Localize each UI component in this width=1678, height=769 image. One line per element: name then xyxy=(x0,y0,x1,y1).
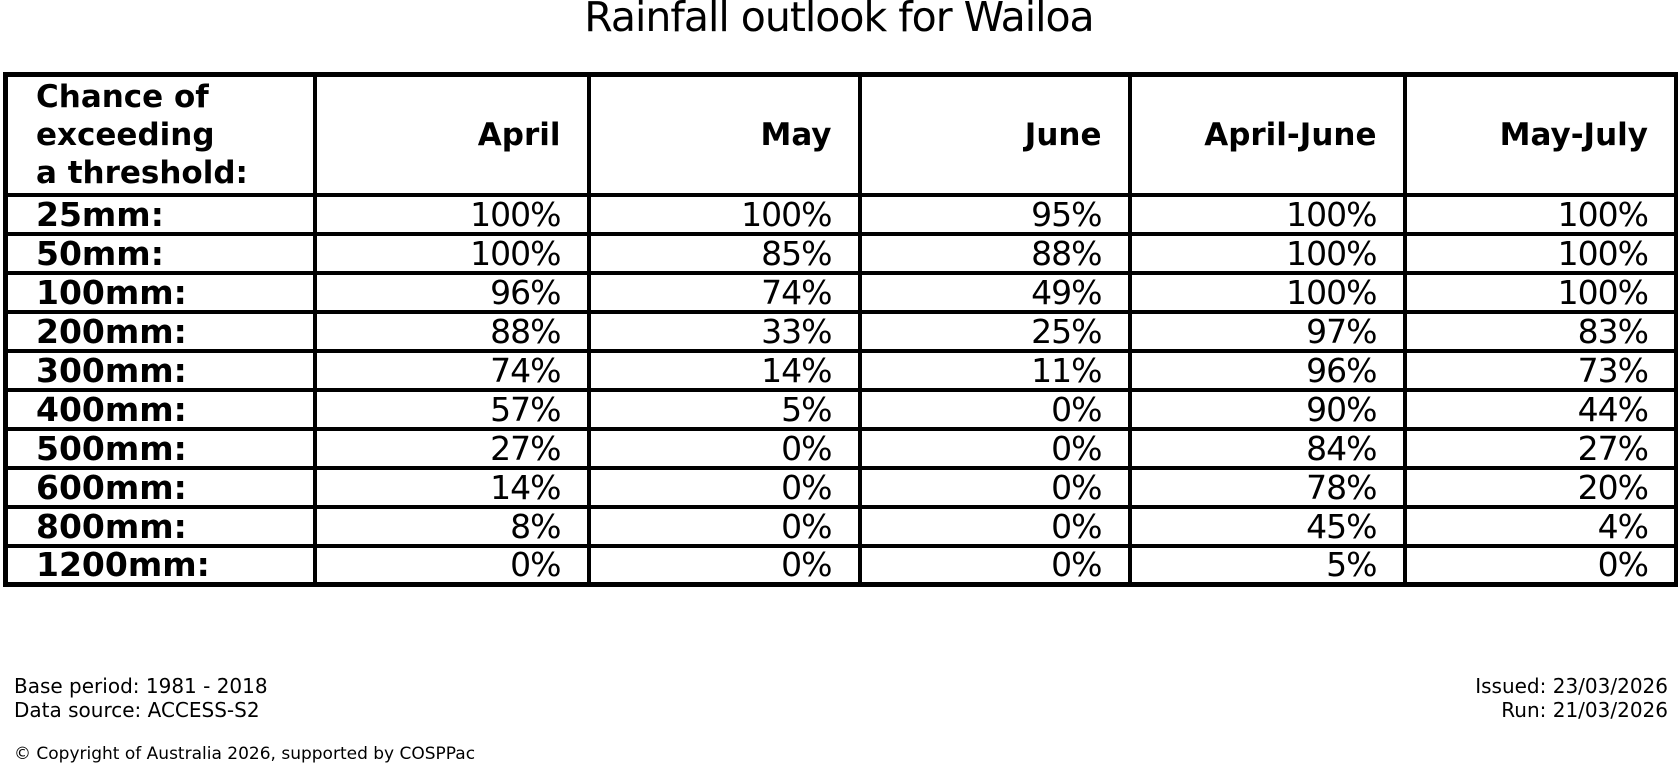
row-label-100mm: 100mm: xyxy=(3,270,317,314)
table-cell: 57% xyxy=(312,387,591,431)
table-cell: 25% xyxy=(857,309,1132,353)
table-cell: 0% xyxy=(586,465,862,509)
data-source-note: Data source: ACCESS-S2 xyxy=(14,698,260,722)
table-cell: 73% xyxy=(1402,348,1678,392)
table-cell: 0% xyxy=(857,465,1132,509)
table-cell: 20% xyxy=(1402,465,1678,509)
table-cell: 27% xyxy=(312,426,591,470)
table-cell: 0% xyxy=(586,504,862,548)
table-row-25mm: 25mm: 100% 100% 95% 100% 100% xyxy=(3,192,1678,236)
table-cell: 0% xyxy=(857,426,1132,470)
table-cell: 27% xyxy=(1402,426,1678,470)
table-cell: 84% xyxy=(1127,426,1407,470)
run-date-note: Run: 21/03/2026 xyxy=(1501,698,1668,722)
column-header-june: June xyxy=(857,72,1132,197)
table-cell: 0% xyxy=(586,543,862,587)
rainfall-outlook-table: Chance of exceeding a threshold: April M… xyxy=(3,72,1678,587)
table-cell: 44% xyxy=(1402,387,1678,431)
table-cell: 100% xyxy=(1127,192,1407,236)
row-label-500mm: 500mm: xyxy=(3,426,317,470)
issued-date-note: Issued: 23/03/2026 xyxy=(1475,674,1668,698)
table-cell: 33% xyxy=(586,309,862,353)
base-period-note: Base period: 1981 - 2018 xyxy=(14,674,268,698)
row-label-200mm: 200mm: xyxy=(3,309,317,353)
table-cell: 74% xyxy=(586,270,862,314)
row-label-300mm: 300mm: xyxy=(3,348,317,392)
table-cell: 100% xyxy=(1402,270,1678,314)
row-label-800mm: 800mm: xyxy=(3,504,317,548)
table-cell: 100% xyxy=(1402,192,1678,236)
table-cell: 100% xyxy=(312,192,591,236)
copyright-note: © Copyright of Australia 2026, supported… xyxy=(14,744,476,764)
column-header-may: May xyxy=(586,72,862,197)
table-row-400mm: 400mm: 57% 5% 0% 90% 44% xyxy=(3,387,1678,431)
table-cell: 14% xyxy=(586,348,862,392)
table-cell: 96% xyxy=(312,270,591,314)
table-row-100mm: 100mm: 96% 74% 49% 100% 100% xyxy=(3,270,1678,314)
table-row-500mm: 500mm: 27% 0% 0% 84% 27% xyxy=(3,426,1678,470)
table-cell: 100% xyxy=(586,192,862,236)
table-cell: 0% xyxy=(312,543,591,587)
row-label-50mm: 50mm: xyxy=(3,231,317,275)
table-cell: 95% xyxy=(857,192,1132,236)
table-cell: 100% xyxy=(312,231,591,275)
table-cell: 5% xyxy=(1127,543,1407,587)
table-cell: 100% xyxy=(1127,270,1407,314)
table-cell: 100% xyxy=(1402,231,1678,275)
table-cell: 100% xyxy=(1127,231,1407,275)
page-title: Rainfall outlook for Wailoa xyxy=(584,0,1094,41)
table-cell: 5% xyxy=(586,387,862,431)
table-cell: 78% xyxy=(1127,465,1407,509)
column-header-april: April xyxy=(312,72,591,197)
table-cell: 0% xyxy=(586,426,862,470)
table-cell: 0% xyxy=(857,387,1132,431)
row-label-25mm: 25mm: xyxy=(3,192,317,236)
table-cell: 96% xyxy=(1127,348,1407,392)
table-cell: 0% xyxy=(1402,543,1678,587)
table-cell: 0% xyxy=(857,504,1132,548)
table-cell: 8% xyxy=(312,504,591,548)
table-cell: 74% xyxy=(312,348,591,392)
table-header-row: Chance of exceeding a threshold: April M… xyxy=(3,72,1678,197)
table-cell: 90% xyxy=(1127,387,1407,431)
table-row-800mm: 800mm: 8% 0% 0% 45% 4% xyxy=(3,504,1678,548)
column-header-april-june: April-June xyxy=(1127,72,1407,197)
row-label-1200mm: 1200mm: xyxy=(3,543,317,587)
row-label-400mm: 400mm: xyxy=(3,387,317,431)
row-label-600mm: 600mm: xyxy=(3,465,317,509)
table-row-600mm: 600mm: 14% 0% 0% 78% 20% xyxy=(3,465,1678,509)
table-row-1200mm: 1200mm: 0% 0% 0% 5% 0% xyxy=(3,543,1678,587)
table-row-200mm: 200mm: 88% 33% 25% 97% 83% xyxy=(3,309,1678,353)
column-header-may-july: May-July xyxy=(1402,72,1678,197)
table-row-300mm: 300mm: 74% 14% 11% 96% 73% xyxy=(3,348,1678,392)
table-cell: 11% xyxy=(857,348,1132,392)
table-cell: 85% xyxy=(586,231,862,275)
table-cell: 45% xyxy=(1127,504,1407,548)
table-row-50mm: 50mm: 100% 85% 88% 100% 100% xyxy=(3,231,1678,275)
table-cell: 14% xyxy=(312,465,591,509)
table-corner-header: Chance of exceeding a threshold: xyxy=(3,72,317,197)
table-cell: 88% xyxy=(857,231,1132,275)
table-cell: 97% xyxy=(1127,309,1407,353)
table-cell: 49% xyxy=(857,270,1132,314)
table-cell: 83% xyxy=(1402,309,1678,353)
table-cell: 0% xyxy=(857,543,1132,587)
table-cell: 4% xyxy=(1402,504,1678,548)
table-cell: 88% xyxy=(312,309,591,353)
